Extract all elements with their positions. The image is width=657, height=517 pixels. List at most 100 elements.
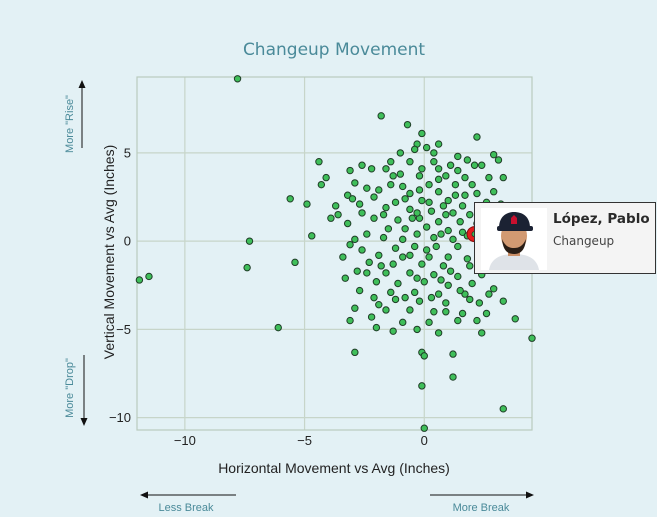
data-point[interactable]: [375, 251, 383, 259]
data-point[interactable]: [379, 233, 388, 242]
data-point[interactable]: [437, 276, 445, 284]
data-point[interactable]: [420, 352, 428, 360]
data-point[interactable]: [473, 133, 481, 141]
data-point[interactable]: [485, 290, 493, 298]
data-point[interactable]: [413, 325, 421, 334]
data-point[interactable]: [387, 180, 395, 189]
data-point[interactable]: [434, 165, 443, 173]
data-point[interactable]: [384, 225, 393, 233]
data-point[interactable]: [446, 267, 455, 275]
data-point[interactable]: [341, 274, 349, 282]
data-point[interactable]: [394, 279, 402, 288]
data-point[interactable]: [401, 195, 409, 203]
data-point[interactable]: [466, 262, 474, 270]
data-point[interactable]: [454, 272, 462, 281]
data-point[interactable]: [413, 274, 421, 282]
data-point[interactable]: [408, 214, 417, 222]
data-point[interactable]: [291, 258, 299, 267]
data-point[interactable]: [425, 180, 433, 189]
data-point[interactable]: [406, 205, 414, 214]
data-point[interactable]: [399, 182, 407, 191]
data-point[interactable]: [454, 166, 462, 175]
data-point[interactable]: [351, 348, 359, 357]
data-point[interactable]: [420, 278, 428, 286]
data-point[interactable]: [499, 297, 507, 305]
data-point[interactable]: [418, 260, 426, 268]
data-point[interactable]: [418, 382, 426, 390]
data-point[interactable]: [430, 308, 438, 316]
data-point[interactable]: [389, 260, 397, 268]
data-point[interactable]: [355, 286, 364, 295]
data-point[interactable]: [370, 214, 378, 222]
data-point[interactable]: [422, 246, 431, 254]
data-point[interactable]: [442, 172, 450, 180]
data-point[interactable]: [322, 173, 330, 182]
data-point[interactable]: [391, 198, 400, 207]
data-point[interactable]: [425, 318, 433, 327]
data-point[interactable]: [396, 170, 405, 178]
data-point[interactable]: [367, 313, 376, 321]
data-point[interactable]: [434, 329, 443, 337]
data-point[interactable]: [458, 309, 467, 318]
data-point[interactable]: [389, 172, 397, 180]
data-point[interactable]: [461, 191, 469, 199]
data-point[interactable]: [370, 193, 378, 201]
data-point[interactable]: [463, 156, 472, 164]
data-point[interactable]: [372, 323, 381, 332]
data-point[interactable]: [489, 188, 498, 196]
data-point[interactable]: [422, 223, 431, 231]
data-point[interactable]: [425, 253, 433, 261]
data-point[interactable]: [415, 186, 424, 194]
data-point[interactable]: [444, 253, 452, 261]
data-point[interactable]: [434, 140, 443, 148]
data-point[interactable]: [473, 189, 481, 198]
data-point[interactable]: [458, 228, 467, 237]
data-point[interactable]: [442, 299, 450, 307]
data-point[interactable]: [413, 209, 421, 217]
data-point[interactable]: [382, 165, 390, 173]
data-point[interactable]: [406, 306, 414, 314]
data-point[interactable]: [406, 269, 414, 277]
data-point[interactable]: [308, 232, 316, 240]
data-point[interactable]: [410, 288, 419, 297]
data-point[interactable]: [466, 295, 474, 304]
data-point[interactable]: [434, 290, 443, 298]
data-point[interactable]: [418, 196, 426, 205]
data-point[interactable]: [442, 308, 450, 316]
data-point[interactable]: [145, 272, 153, 281]
data-point[interactable]: [473, 316, 481, 325]
data-point[interactable]: [406, 251, 414, 259]
data-point[interactable]: [451, 180, 460, 189]
data-point[interactable]: [401, 293, 409, 302]
data-point[interactable]: [449, 373, 457, 381]
data-point[interactable]: [454, 316, 462, 325]
data-point[interactable]: [430, 149, 438, 157]
data-point[interactable]: [454, 242, 462, 251]
data-point[interactable]: [475, 299, 484, 307]
data-point[interactable]: [363, 184, 371, 192]
data-point[interactable]: [434, 188, 443, 196]
data-point[interactable]: [351, 304, 359, 312]
data-point[interactable]: [415, 297, 424, 305]
data-point[interactable]: [331, 202, 340, 210]
data-point[interactable]: [363, 230, 371, 238]
data-point[interactable]: [478, 329, 486, 337]
data-point[interactable]: [348, 195, 357, 203]
data-point[interactable]: [377, 112, 385, 120]
data-point[interactable]: [422, 143, 431, 152]
data-point[interactable]: [528, 334, 536, 342]
data-point[interactable]: [418, 129, 426, 138]
data-point[interactable]: [499, 173, 507, 182]
data-point[interactable]: [432, 242, 440, 251]
data-point[interactable]: [439, 202, 448, 210]
data-point[interactable]: [382, 203, 390, 212]
data-point[interactable]: [372, 278, 381, 286]
data-point[interactable]: [399, 318, 407, 327]
data-point[interactable]: [346, 166, 354, 175]
data-point[interactable]: [286, 195, 294, 203]
data-point[interactable]: [339, 253, 347, 261]
data-point[interactable]: [379, 210, 388, 219]
data-point[interactable]: [420, 424, 428, 432]
data-point[interactable]: [391, 295, 400, 304]
data-point[interactable]: [430, 158, 438, 166]
